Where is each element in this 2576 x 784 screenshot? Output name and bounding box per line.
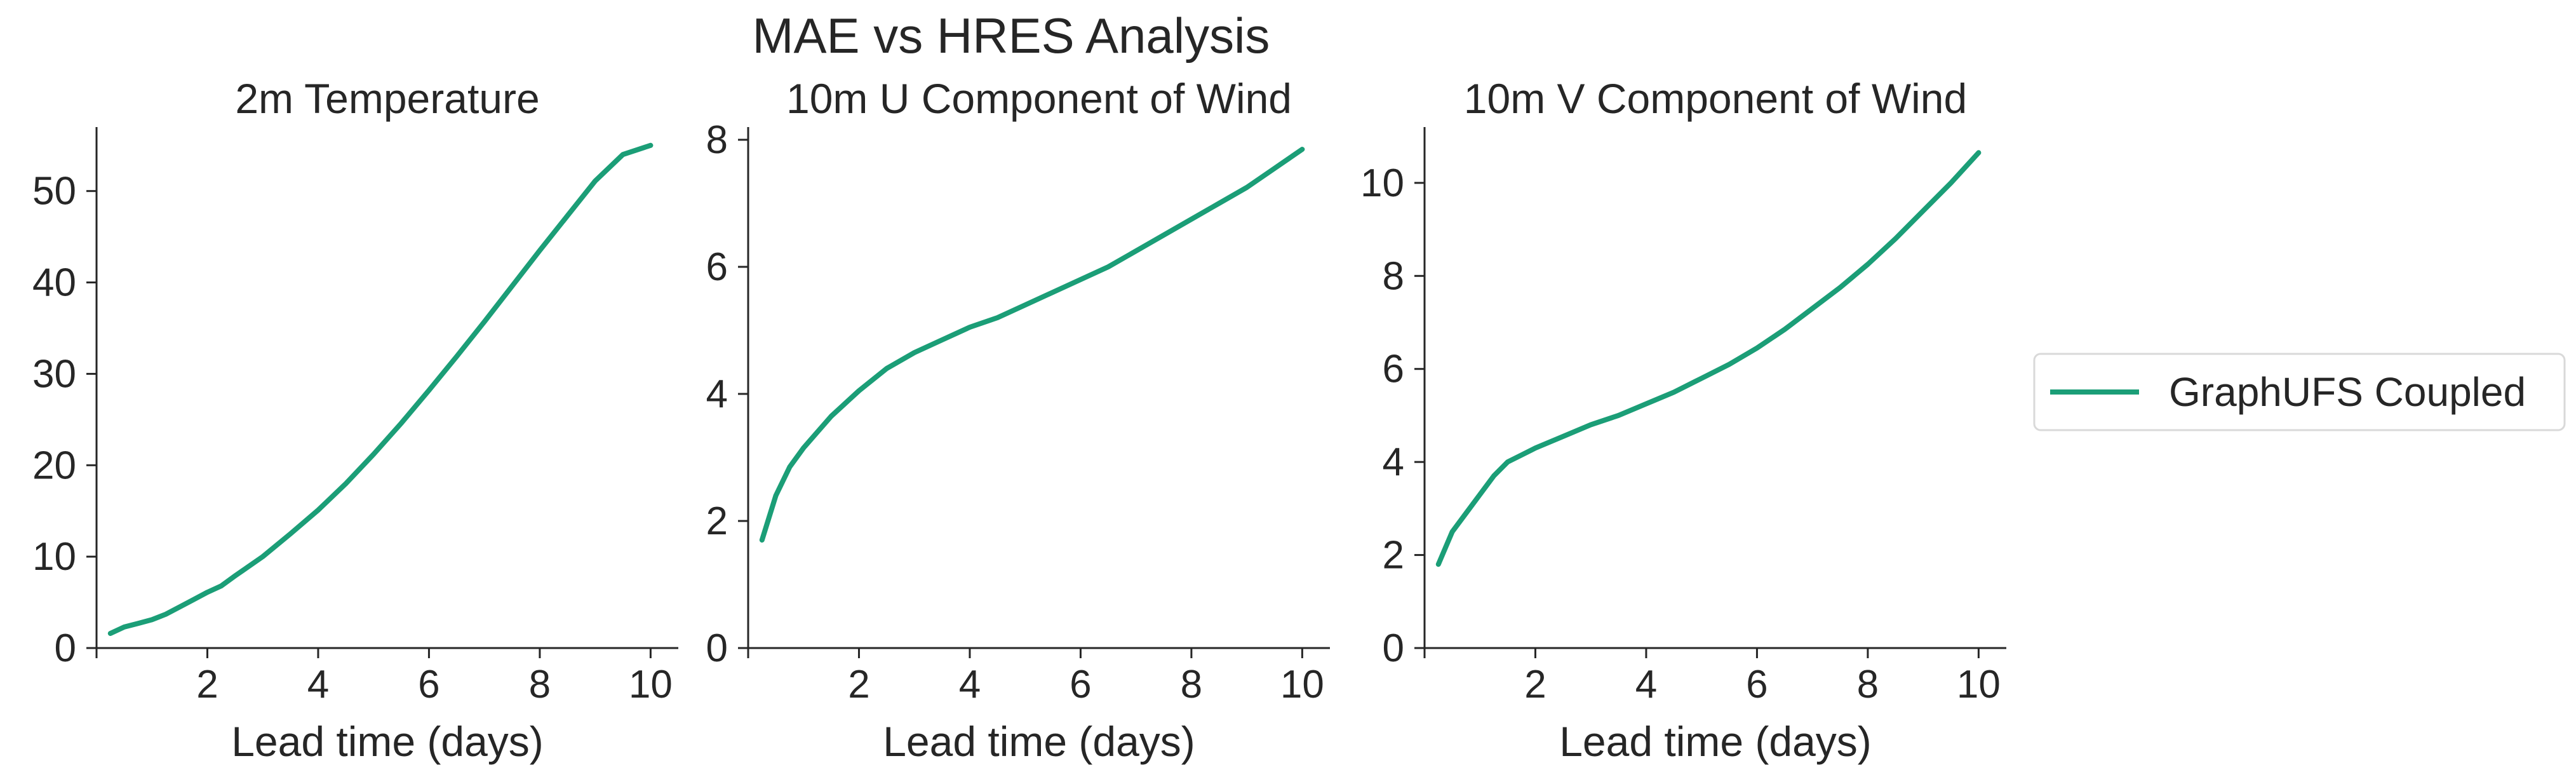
y-tick-label: 0 xyxy=(706,626,728,670)
figure-title: MAE vs HRES Analysis xyxy=(753,8,1270,64)
series-line-graphufs-coupled xyxy=(759,147,1305,543)
x-tick-label: 6 xyxy=(418,663,439,706)
y-tick-label: 8 xyxy=(1383,254,1404,298)
x-tick-label: 2 xyxy=(1524,663,1546,706)
panel-1: 2m Temperature 2 4 6 8 10 0 10 20 30 40 50 Lead time… xyxy=(32,75,678,765)
x-tick-label: 6 xyxy=(1070,663,1091,706)
series-line-graphufs-coupled xyxy=(1435,150,1982,567)
x-tick-label: 8 xyxy=(1181,663,1202,706)
x-tick-label: 2 xyxy=(196,663,218,706)
x-tick-label: 2 xyxy=(848,663,869,706)
y-tick-label: 4 xyxy=(1383,440,1404,484)
y-tick-label: 6 xyxy=(1383,348,1404,391)
y-tick-label: 2 xyxy=(1383,534,1404,578)
y-tick-label: 6 xyxy=(706,245,728,289)
y-tick-label: 4 xyxy=(706,372,728,416)
y-tick-label: 8 xyxy=(706,118,728,162)
x-tick-label: 6 xyxy=(1746,663,1768,706)
legend: GraphUFS Coupled xyxy=(2033,353,2566,431)
x-axis-label: Lead time (days) xyxy=(883,718,1195,765)
x-axis-label: Lead time (days) xyxy=(1559,718,1872,765)
panel-title: 10m V Component of Wind xyxy=(1464,75,1967,122)
x-tick-label: 4 xyxy=(307,663,329,706)
x-tick-label: 4 xyxy=(959,663,981,706)
y-tick-label: 50 xyxy=(32,170,76,213)
x-tick-label: 10 xyxy=(1280,663,1324,706)
y-tick-label: 0 xyxy=(1383,626,1404,670)
x-tick-label: 8 xyxy=(1857,663,1879,706)
y-tick-label: 20 xyxy=(32,443,76,487)
y-tick-label: 30 xyxy=(32,352,76,396)
y-tick-label: 10 xyxy=(1360,161,1404,205)
panel-3: 10m V Component of Wind 2 4 6 8 10 0 2 4 6 8 10 Lead… xyxy=(1360,75,2006,765)
y-tick-label: 2 xyxy=(706,499,728,543)
x-tick-label: 10 xyxy=(629,663,673,706)
legend-label: GraphUFS Coupled xyxy=(2169,369,2526,415)
x-tick-label: 8 xyxy=(529,663,551,706)
panel-title: 10m U Component of Wind xyxy=(786,75,1292,122)
y-tick-label: 10 xyxy=(32,535,76,579)
x-tick-label: 10 xyxy=(1957,663,2001,706)
panel-2: 10m U Component of Wind 2 4 6 8 10 0 2 4 6 8 Lead t… xyxy=(706,75,1330,765)
x-tick-label: 4 xyxy=(1635,663,1657,706)
legend-frame xyxy=(2033,353,2566,431)
panel-title: 2m Temperature xyxy=(235,75,539,122)
y-tick-label: 0 xyxy=(55,626,76,670)
y-tick-label: 40 xyxy=(32,261,76,305)
x-axis-label: Lead time (days) xyxy=(231,718,544,765)
series-line-graphufs-coupled xyxy=(107,142,654,636)
